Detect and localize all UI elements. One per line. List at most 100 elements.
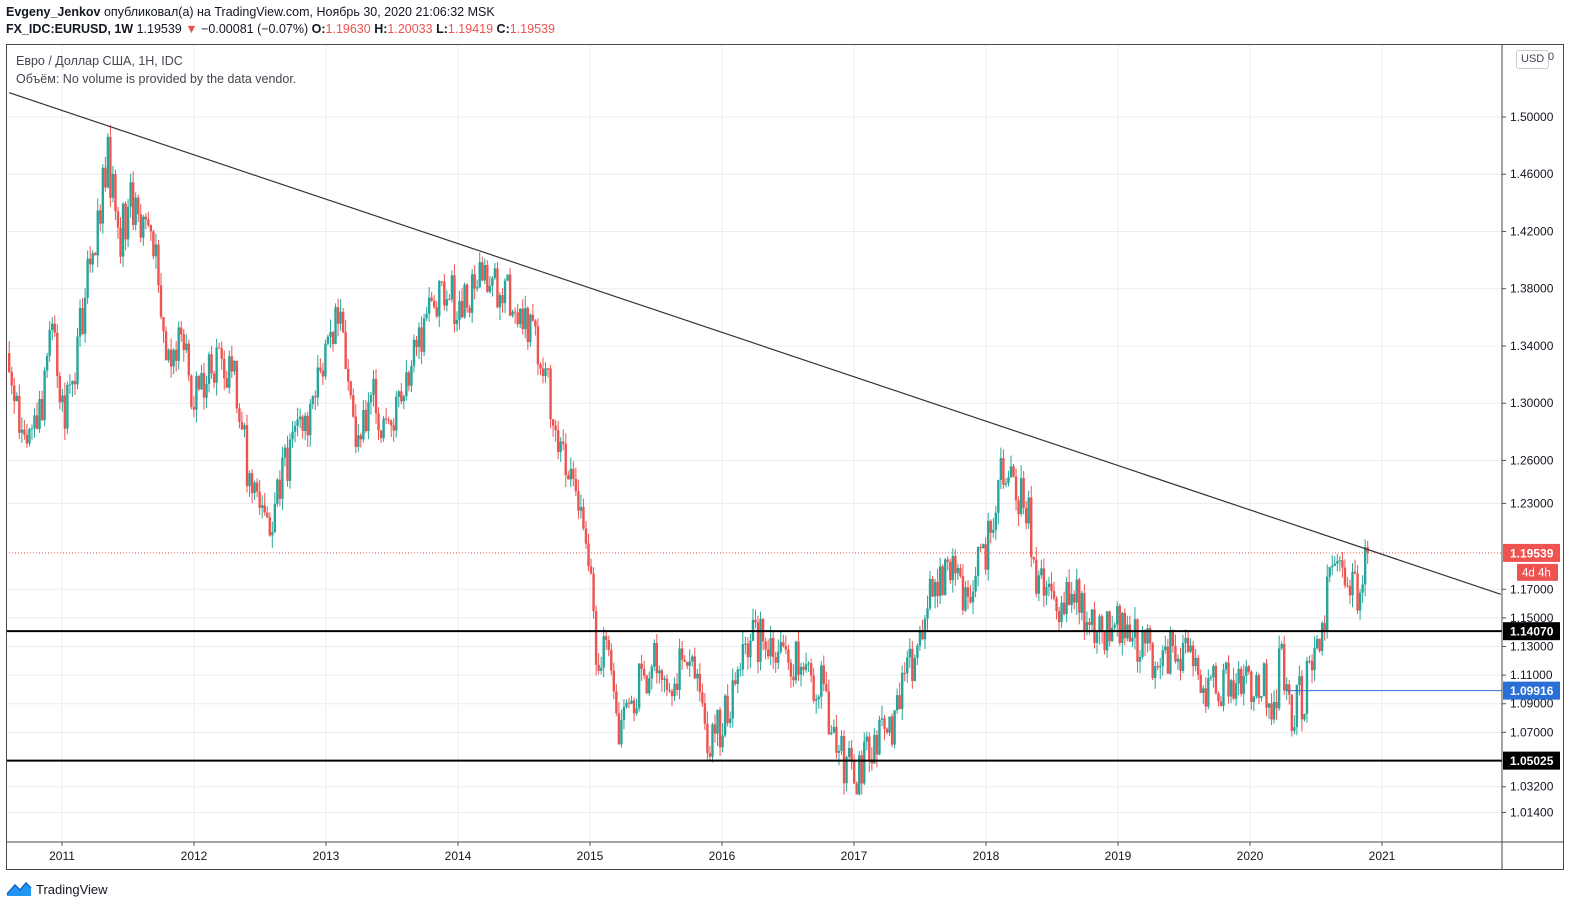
candle-body	[1313, 648, 1316, 671]
candle	[1009, 455, 1013, 479]
candle-body	[1133, 619, 1137, 638]
candle-body	[35, 415, 39, 429]
price-change: −0.00081 (−0.07%)	[201, 22, 309, 36]
candle-body	[443, 281, 446, 306]
candle-body	[663, 678, 666, 680]
candle-body	[28, 428, 31, 444]
candle	[182, 329, 185, 362]
candle	[195, 371, 198, 423]
candle	[407, 370, 411, 392]
trendline-layer[interactable]	[9, 92, 1501, 595]
candle	[364, 399, 368, 433]
trendline[interactable]	[9, 92, 1501, 595]
candle-body	[708, 753, 712, 757]
candle-body	[979, 547, 982, 549]
candle-body	[298, 416, 302, 420]
candle	[45, 352, 49, 379]
author-name[interactable]: Evgeny_Jenkov	[6, 5, 101, 19]
candle	[387, 416, 390, 425]
candle	[880, 705, 884, 727]
candle-body	[498, 295, 502, 308]
candle	[96, 198, 99, 268]
candle-body	[1298, 676, 1301, 685]
candle-body	[1100, 616, 1104, 632]
candle	[979, 543, 982, 553]
candle-body	[321, 370, 325, 377]
candle	[33, 408, 36, 438]
candle-body	[1333, 563, 1337, 566]
candle-body	[56, 332, 59, 376]
candle-body	[1189, 645, 1192, 652]
candle-body	[878, 719, 881, 755]
candle-body	[640, 663, 643, 670]
candle	[842, 730, 846, 795]
currency-button[interactable]: USD	[1516, 50, 1550, 69]
candle	[443, 274, 446, 311]
candle-body	[622, 707, 626, 720]
price-axis[interactable]: 1.50000 1.46000 1.42000 1.38000 1.34000 1.300…	[1501, 45, 1560, 869]
candle-body	[1242, 675, 1245, 694]
candle-body	[966, 587, 970, 597]
candle-body	[455, 319, 459, 325]
candle-body	[875, 734, 879, 755]
candle	[223, 350, 226, 391]
candle-body	[655, 642, 659, 674]
candle-body	[63, 395, 67, 429]
candle	[339, 299, 342, 331]
candle	[185, 334, 188, 354]
candle	[825, 671, 828, 693]
candle	[602, 627, 605, 678]
candle-body	[814, 699, 818, 701]
candle-body	[820, 665, 823, 697]
candle-body	[1075, 579, 1078, 603]
brand-name[interactable]: TradingView	[36, 881, 108, 897]
candle-body	[1070, 593, 1073, 605]
level-price-label-text[interactable]: 1.09916	[1510, 684, 1554, 698]
candle	[154, 233, 158, 269]
candle-body	[481, 262, 484, 281]
candle	[1242, 664, 1245, 706]
horizontal-levels[interactable]	[6, 552, 1502, 762]
candle	[946, 556, 949, 571]
candle	[936, 569, 939, 608]
level-price-label-text[interactable]: 1.14070	[1510, 625, 1554, 639]
candle-body	[890, 716, 894, 745]
symbol-label[interactable]: FX_IDC:EURUSD, 1W	[6, 22, 134, 36]
candle-body	[1184, 637, 1187, 644]
last-price-label-text[interactable]: 1.19539	[1510, 546, 1554, 560]
candle-body	[519, 308, 522, 325]
candle	[863, 732, 866, 786]
candle	[139, 203, 142, 243]
candle-body	[223, 358, 226, 379]
candle-body	[589, 566, 593, 574]
candle-body	[453, 275, 456, 325]
candle-body	[964, 587, 967, 611]
candle-body	[804, 664, 808, 670]
series-title[interactable]: Евро / Доллар США, 1Н, IDC	[16, 54, 183, 68]
candle	[632, 697, 636, 722]
candle	[650, 664, 653, 690]
candle	[400, 383, 403, 405]
candle-body	[395, 396, 398, 431]
candle-body	[387, 419, 390, 421]
candle	[18, 384, 21, 440]
time-tick-label: 2018	[973, 849, 1000, 863]
candle	[1035, 546, 1038, 598]
candle-body	[1237, 668, 1240, 684]
open-label: O:	[311, 22, 326, 36]
candle	[870, 747, 874, 771]
candle	[541, 357, 545, 384]
candle-body	[1338, 560, 1342, 562]
level-price-label-text[interactable]: 1.05025	[1510, 754, 1554, 768]
candle	[554, 419, 557, 442]
candle	[1202, 685, 1205, 704]
candle-body	[1055, 598, 1058, 612]
candle	[949, 558, 952, 584]
candle	[916, 643, 919, 666]
candle-body	[174, 349, 178, 361]
candle-body	[1247, 666, 1250, 672]
candle-body	[918, 630, 922, 646]
ohlc-line: FX_IDC:EURUSD, 1W 1.19539 ▼ −0.00081 (−0…	[6, 21, 555, 38]
time-axis[interactable]: 2011 2012 2013 2014 2015 2016 2017 2018 2019 2020…	[6, 841, 1563, 863]
